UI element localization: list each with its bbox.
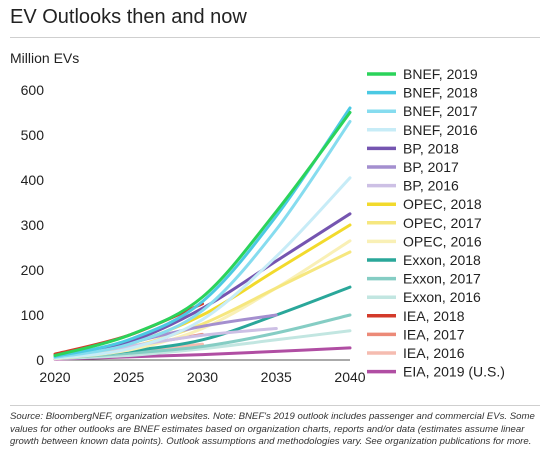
x-tick-label: 2040 (334, 369, 365, 385)
legend-item-exxon-2018: Exxon, 2018 (367, 252, 481, 268)
chart-title: EV Outlooks then and now (10, 6, 247, 28)
series-line-opec-2018 (53, 223, 352, 360)
x-tick-label: 2035 (261, 369, 292, 385)
legend-item-exxon-2016: Exxon, 2016 (367, 289, 481, 305)
legend-item-iea-2017: IEA, 2017 (367, 326, 465, 342)
series-line-exxon-2016 (53, 329, 352, 361)
legend-label: BP, 2016 (403, 178, 459, 194)
legend-item-iea-2018: IEA, 2018 (367, 308, 465, 324)
legend-item-bp-2016: BP, 2016 (367, 178, 459, 194)
legend-label: BNEF, 2018 (403, 85, 478, 101)
legend-item-opec-2016: OPEC, 2016 (367, 233, 482, 249)
series-line-bnef-2019 (53, 111, 352, 357)
y-tick-label: 600 (21, 82, 45, 98)
legend-item-bnef-2019: BNEF, 2019 (367, 66, 478, 82)
x-tick-label: 2030 (187, 369, 218, 385)
chart-axes: 0 100 200 300 400 500 600 2020 2025 2030 2035 2040 (21, 82, 366, 385)
legend-item-bp-2018: BP, 2018 (367, 140, 459, 156)
legend-label: IEA, 2017 (403, 326, 465, 342)
y-tick-label: 200 (21, 262, 45, 278)
legend-label: Exxon, 2016 (403, 289, 481, 305)
y-axis-label: Million EVs (10, 50, 80, 66)
legend-label: EIA, 2019 (U.S.) (403, 364, 505, 380)
series-line-bnef-2016 (53, 176, 352, 360)
y-tick-label: 500 (21, 127, 45, 143)
legend-label: OPEC, 2017 (403, 215, 482, 231)
legend-label: BNEF, 2019 (403, 66, 478, 82)
legend-label: BNEF, 2017 (403, 103, 478, 119)
legend-item-eia-2019-u-s: EIA, 2019 (U.S.) (367, 364, 505, 380)
title-divider (10, 37, 540, 38)
y-tick-label: 100 (21, 307, 45, 323)
legend-item-bnef-2016: BNEF, 2016 (367, 122, 478, 138)
x-tick-label: 2020 (39, 369, 70, 385)
y-tick-label: 400 (21, 172, 45, 188)
legend-item-opec-2018: OPEC, 2018 (367, 196, 482, 212)
chart-lines (53, 106, 352, 361)
legend-item-exxon-2017: Exxon, 2017 (367, 271, 481, 287)
x-tick-label: 2025 (113, 369, 144, 385)
legend-item-bp-2017: BP, 2017 (367, 159, 459, 175)
legend-label: BP, 2017 (403, 159, 459, 175)
source-divider (10, 405, 540, 406)
legend-label: Exxon, 2017 (403, 271, 481, 287)
y-tick-label: 0 (36, 352, 44, 368)
legend-label: OPEC, 2018 (403, 196, 482, 212)
legend-label: IEA, 2016 (403, 345, 465, 361)
y-tick-label: 300 (21, 217, 45, 233)
legend-label: Exxon, 2018 (403, 252, 481, 268)
legend-label: OPEC, 2016 (403, 233, 482, 249)
legend-item-bnef-2017: BNEF, 2017 (367, 103, 478, 119)
legend-item-opec-2017: OPEC, 2017 (367, 215, 482, 231)
legend-item-bnef-2018: BNEF, 2018 (367, 85, 478, 101)
series-line-bnef-2017 (53, 120, 352, 359)
legend-label: IEA, 2018 (403, 308, 465, 324)
source-note: Source: BloombergNEF, organization websi… (10, 411, 535, 448)
legend-item-iea-2016: IEA, 2016 (367, 345, 465, 361)
series-line-bp-2018 (53, 212, 352, 360)
legend-label: BP, 2018 (403, 140, 459, 156)
legend-label: BNEF, 2016 (403, 122, 478, 138)
chart-legend: BNEF, 2019 BNEF, 2018 BNEF, 2017 BNEF, 2016… (367, 66, 505, 380)
